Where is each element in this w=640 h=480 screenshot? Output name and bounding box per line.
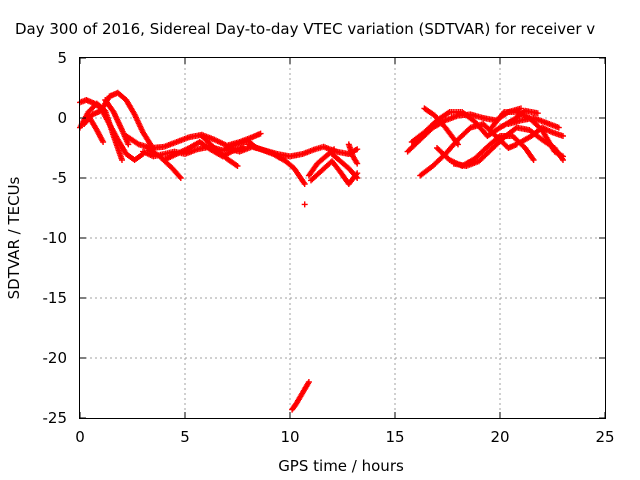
data-point [257,130,264,137]
data-point [331,146,338,153]
series-arc-4 [85,112,107,145]
data-point [555,124,562,131]
data-point [301,201,308,208]
series-arc-2 [77,97,146,163]
y-tick-label: -15 [43,289,68,307]
data-point [305,379,312,385]
x-tick-label: 15 [385,428,404,446]
data-point [100,139,107,145]
series-arc-27 [518,124,566,145]
plot-frame [79,57,606,419]
data-point [234,163,241,169]
data-point [560,153,566,160]
x-tick-label: 5 [180,428,190,446]
data-point [518,105,524,112]
y-tick-label: 0 [57,109,67,127]
data-point [530,157,537,163]
series-arc-17 [301,201,308,208]
x-tick-label: 10 [280,428,299,446]
series-arc-18 [289,379,312,413]
y-tick-label: -5 [52,169,67,187]
data-point [353,173,360,180]
data-point [301,181,308,187]
data-point [354,146,361,153]
series-arc-10 [198,133,241,169]
y-tick-label: -25 [43,409,68,427]
series-arc-22 [417,121,520,179]
data-point [354,175,361,181]
y-tick-label: -20 [43,349,68,367]
y-axis-label: SDTVAR / TECUs [5,176,23,299]
series-arc-26 [505,115,562,131]
data-point [176,173,183,180]
y-tick-label: 5 [57,49,67,67]
series-arc-21 [421,105,461,148]
axis-ticks: 0 5 10 15 20 25 5 0 -5 -10 -15 -20 -25 [43,49,615,446]
data-series [77,89,566,413]
data-point [534,110,541,117]
data-point [125,141,132,148]
series-arc-12 [245,141,308,187]
data-point [119,157,125,163]
series-arc-16 [345,141,361,167]
x-tick-label: 0 [75,428,85,446]
x-tick-label: 25 [595,428,614,446]
chart-title: Day 300 of 2016, Sidereal Day-to-day VTE… [15,20,595,38]
data-point [177,175,184,181]
x-tick-label: 20 [490,428,509,446]
data-point [560,133,566,139]
y-tick-label: -10 [43,229,68,247]
series-arc-15 [329,151,361,181]
x-axis-label: GPS time / hours [278,457,404,475]
data-point [354,160,361,167]
